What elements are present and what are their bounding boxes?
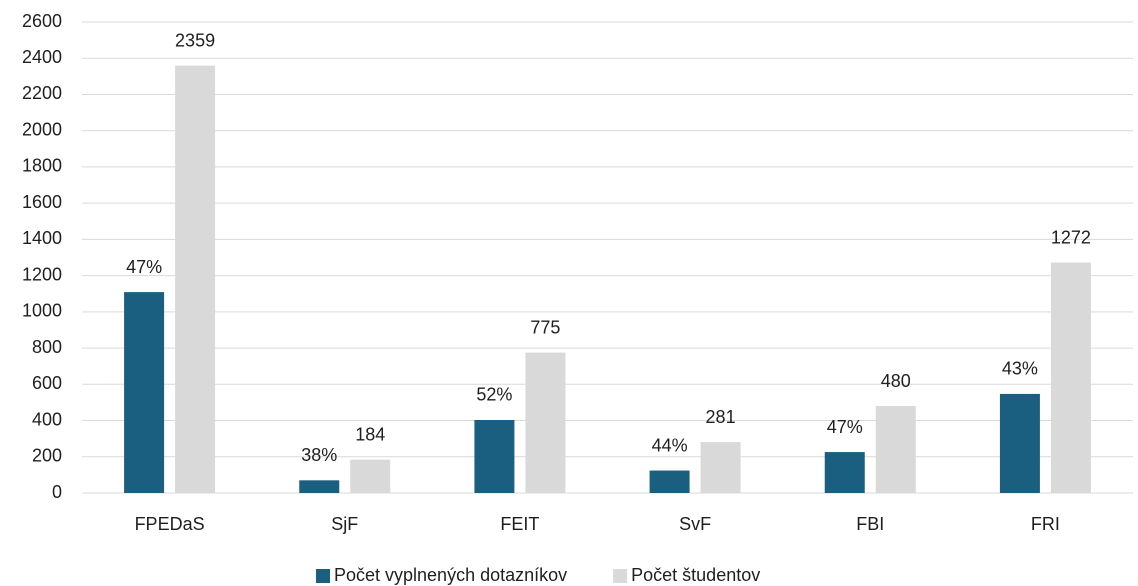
y-tick-label: 1400 bbox=[22, 228, 62, 248]
data-label: 2359 bbox=[175, 30, 215, 50]
x-tick-label: SjF bbox=[331, 514, 358, 534]
data-label: 480 bbox=[881, 371, 911, 391]
data-label: 281 bbox=[706, 407, 736, 427]
y-tick-label: 400 bbox=[32, 409, 62, 429]
data-label: 38% bbox=[301, 445, 337, 465]
legend-swatch bbox=[316, 569, 330, 583]
data-label: 44% bbox=[652, 435, 688, 455]
data-label: 775 bbox=[530, 317, 560, 337]
data-label: 1272 bbox=[1051, 227, 1091, 247]
data-label: 47% bbox=[827, 417, 863, 437]
x-tick-label: FRI bbox=[1031, 514, 1060, 534]
y-tick-label: 200 bbox=[32, 446, 62, 466]
bar bbox=[824, 452, 865, 493]
x-tick-label: SvF bbox=[679, 514, 711, 534]
x-tick-label: FBI bbox=[856, 514, 884, 534]
data-label: 52% bbox=[476, 385, 512, 405]
bar bbox=[700, 442, 741, 493]
bar bbox=[474, 419, 515, 493]
legend-swatch bbox=[613, 569, 628, 583]
y-tick-label: 2000 bbox=[22, 119, 62, 139]
legend-label: Počet vyplnených dotazníkov bbox=[334, 565, 567, 585]
y-tick-label: 2400 bbox=[22, 47, 62, 67]
y-tick-label: 800 bbox=[32, 337, 62, 357]
x-tick-label: FPEDaS bbox=[135, 514, 205, 534]
data-label: 47% bbox=[126, 257, 162, 277]
data-label: 184 bbox=[355, 424, 385, 444]
bar bbox=[350, 459, 391, 493]
bar bbox=[175, 65, 216, 493]
bar bbox=[999, 393, 1040, 493]
legend-label: Počet študentov bbox=[631, 565, 760, 585]
y-tick-label: 1600 bbox=[22, 192, 62, 212]
bar bbox=[1050, 262, 1091, 493]
y-tick-label: 0 bbox=[52, 482, 62, 502]
bar bbox=[875, 406, 916, 493]
y-tick-label: 1200 bbox=[22, 264, 62, 284]
bar bbox=[124, 292, 165, 493]
y-tick-label: 2600 bbox=[22, 11, 62, 31]
y-tick-label: 600 bbox=[32, 373, 62, 393]
y-tick-label: 1000 bbox=[22, 301, 62, 321]
bar bbox=[525, 352, 566, 493]
y-tick-label: 1800 bbox=[22, 156, 62, 176]
x-tick-label: FEIT bbox=[500, 514, 539, 534]
bar bbox=[299, 480, 340, 493]
y-tick-label: 2200 bbox=[22, 83, 62, 103]
bar bbox=[649, 470, 690, 493]
data-label: 43% bbox=[1002, 359, 1038, 379]
